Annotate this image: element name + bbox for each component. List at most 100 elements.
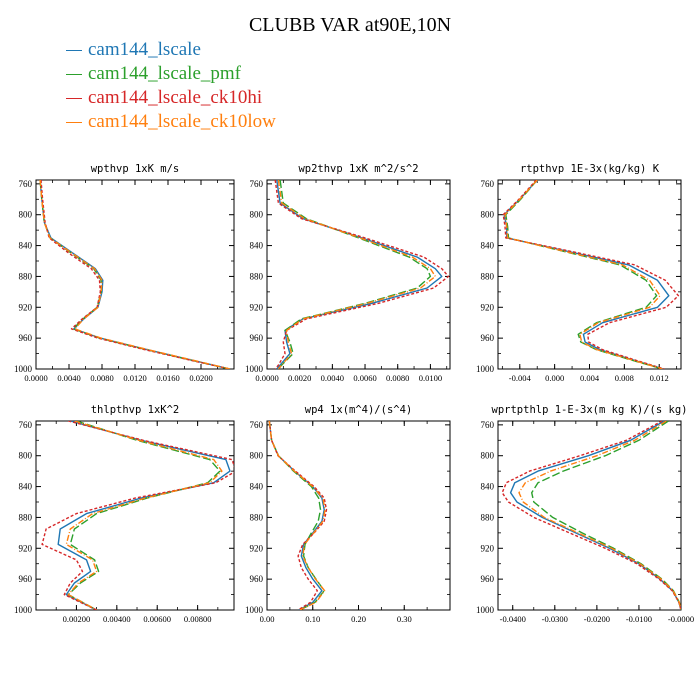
- y-tick-label: 920: [19, 543, 33, 553]
- x-tick-label: -0.0200: [584, 614, 610, 624]
- y-tick-label: 1000: [245, 364, 264, 374]
- legend-swatch: [66, 50, 82, 52]
- y-tick-label: 960: [250, 574, 264, 584]
- series-line-cam144-lscale-ck10hi: [274, 180, 450, 369]
- y-tick-label: 800: [19, 210, 33, 220]
- y-tick-label: 880: [19, 271, 33, 281]
- y-tick-label: 920: [250, 302, 264, 312]
- y-tick-label: 880: [250, 271, 264, 281]
- y-tick-label: 760: [250, 420, 264, 430]
- plot-frame: [35, 179, 235, 370]
- x-tick-label: 0.0100: [419, 373, 442, 383]
- y-tick-label: 840: [19, 482, 33, 492]
- y-tick-label: 840: [481, 482, 495, 492]
- y-tick-label: 800: [481, 451, 495, 461]
- x-tick-label: 0.012: [650, 373, 669, 383]
- y-tick-label: 760: [481, 179, 495, 189]
- y-tick-label: 760: [250, 179, 264, 189]
- x-tick-label: 0.0040: [57, 373, 80, 383]
- chart-panel-1: wpthvp 1xK m/s76080084088092096010000.00…: [14, 163, 235, 383]
- series-line-cam144-lscale-pmf: [268, 421, 325, 610]
- legend-label: cam144_lscale: [88, 39, 201, 60]
- series-line-cam144-lscale-ck10hi: [501, 421, 681, 610]
- x-tick-label: 0.0080: [386, 373, 409, 383]
- x-tick-label: 0.0060: [353, 373, 376, 383]
- y-tick-label: 920: [250, 543, 264, 553]
- series-line-cam144-lscale-ck10hi: [41, 421, 234, 610]
- series-line-cam144-lscale: [57, 421, 231, 610]
- series-line-cam144-lscale-ck10low: [65, 421, 223, 610]
- legend-label: cam144_lscale_ck10hi: [88, 87, 263, 108]
- x-tick-label: 0.20: [351, 614, 366, 624]
- series-line-cam144-lscale-ck10low: [504, 180, 663, 369]
- x-tick-label: -0.0300: [542, 614, 568, 624]
- series-line-cam144-lscale-ck10hi: [40, 180, 231, 369]
- series-line-cam144-lscale-pmf: [277, 180, 432, 369]
- chart-title: wp4 1x(m^4)/(s^4): [305, 404, 412, 416]
- x-tick-label: 0.00: [260, 614, 275, 624]
- plot-frame: [266, 179, 451, 370]
- legend-swatch: [66, 74, 82, 76]
- legend-swatch: [66, 98, 82, 100]
- y-tick-label: 960: [481, 333, 495, 343]
- y-tick-label: 840: [481, 241, 495, 251]
- x-tick-label: -0.0400: [500, 614, 526, 624]
- y-tick-label: 960: [19, 333, 33, 343]
- y-tick-label: 840: [250, 482, 264, 492]
- y-tick-label: 880: [481, 512, 495, 522]
- chart-panel-5: wp4 1x(m^4)/(s^4)76080084088092096010000…: [245, 404, 451, 624]
- series-line-cam144-lscale: [39, 180, 231, 369]
- x-tick-label: 0.0000: [24, 373, 47, 383]
- y-tick-label: 960: [19, 574, 33, 584]
- chart-title: thlpthvp 1xK^2: [91, 404, 180, 416]
- plot-frame: [35, 420, 235, 611]
- series-line-cam144-lscale: [268, 421, 325, 610]
- y-tick-label: 1000: [245, 605, 264, 615]
- y-tick-label: 760: [19, 179, 33, 189]
- series-line-cam144-lscale-pmf: [67, 421, 221, 610]
- x-tick-label: 0.004: [580, 373, 600, 383]
- series-line-cam144-lscale-ck10low: [277, 180, 436, 369]
- series-line-cam144-lscale-pmf: [531, 421, 681, 610]
- legend-item: cam144_lscale_ck10low: [66, 110, 276, 134]
- x-tick-label: 0.00400: [103, 614, 131, 624]
- x-tick-label: 0.0000: [255, 373, 278, 383]
- y-tick-label: 880: [250, 512, 264, 522]
- page-title: CLUBB VAR at90E,10N: [248, 14, 452, 36]
- y-tick-label: 760: [481, 420, 495, 430]
- chart-panel-3: rtpthvp 1E-3x(kg/kg) K 760 800 840 880 920 960…: [476, 163, 682, 383]
- y-tick-label: 840: [19, 241, 33, 251]
- y-tick-label: 800: [250, 210, 264, 220]
- x-tick-label: 0.0120: [123, 373, 146, 383]
- legend-item: cam144_lscale_ck10hi: [66, 86, 276, 110]
- chart-panel-2: wp2thvp 1xK m^2/s^2 760 800 840 880 920 960 100…: [245, 163, 451, 383]
- series-line-cam144-lscale-ck10hi: [502, 180, 680, 369]
- legend-item: cam144_lscale_pmf: [66, 62, 276, 86]
- y-tick-label: 1000: [476, 605, 495, 615]
- chart-title: wp2thvp 1xK m^2/s^2: [298, 163, 418, 175]
- legend-item: cam144_lscale: [66, 38, 276, 62]
- series-line-cam144-lscale-pmf: [39, 180, 231, 369]
- x-tick-label: 0.0020: [288, 373, 311, 383]
- series-line-cam144-lscale-pmf: [505, 180, 663, 369]
- x-tick-label: 0.008: [615, 373, 634, 383]
- x-tick-label: 0.000: [545, 373, 564, 383]
- y-tick-label: 960: [481, 574, 495, 584]
- y-tick-label: 800: [250, 451, 264, 461]
- y-tick-label: 840: [250, 241, 264, 251]
- x-tick-label: -0.004: [509, 373, 532, 383]
- chart-panel-6: wprtpthlp 1-E-3x(m kg K)/(s kg) 760 800 840…: [476, 404, 694, 624]
- y-tick-label: 800: [19, 451, 33, 461]
- y-tick-label: 800: [481, 210, 495, 220]
- chart-title: wpthvp 1xK m/s: [91, 163, 180, 175]
- y-tick-label: 1000: [14, 364, 33, 374]
- y-tick-label: 920: [481, 302, 495, 312]
- legend-label: cam144_lscale_ck10low: [88, 111, 276, 132]
- chart-title: wprtpthlp 1-E-3x(m kg K)/(s kg): [492, 404, 688, 416]
- series-line-cam144-lscale: [503, 180, 670, 369]
- plot-frame: [497, 179, 682, 370]
- plot-frame: [497, 420, 682, 611]
- series-line-cam144-lscale-ck10low: [39, 180, 231, 369]
- chart-panel-4: thlpthvp 1xK^2 760 800 840 880 920 960 1000 0.00…: [14, 404, 235, 624]
